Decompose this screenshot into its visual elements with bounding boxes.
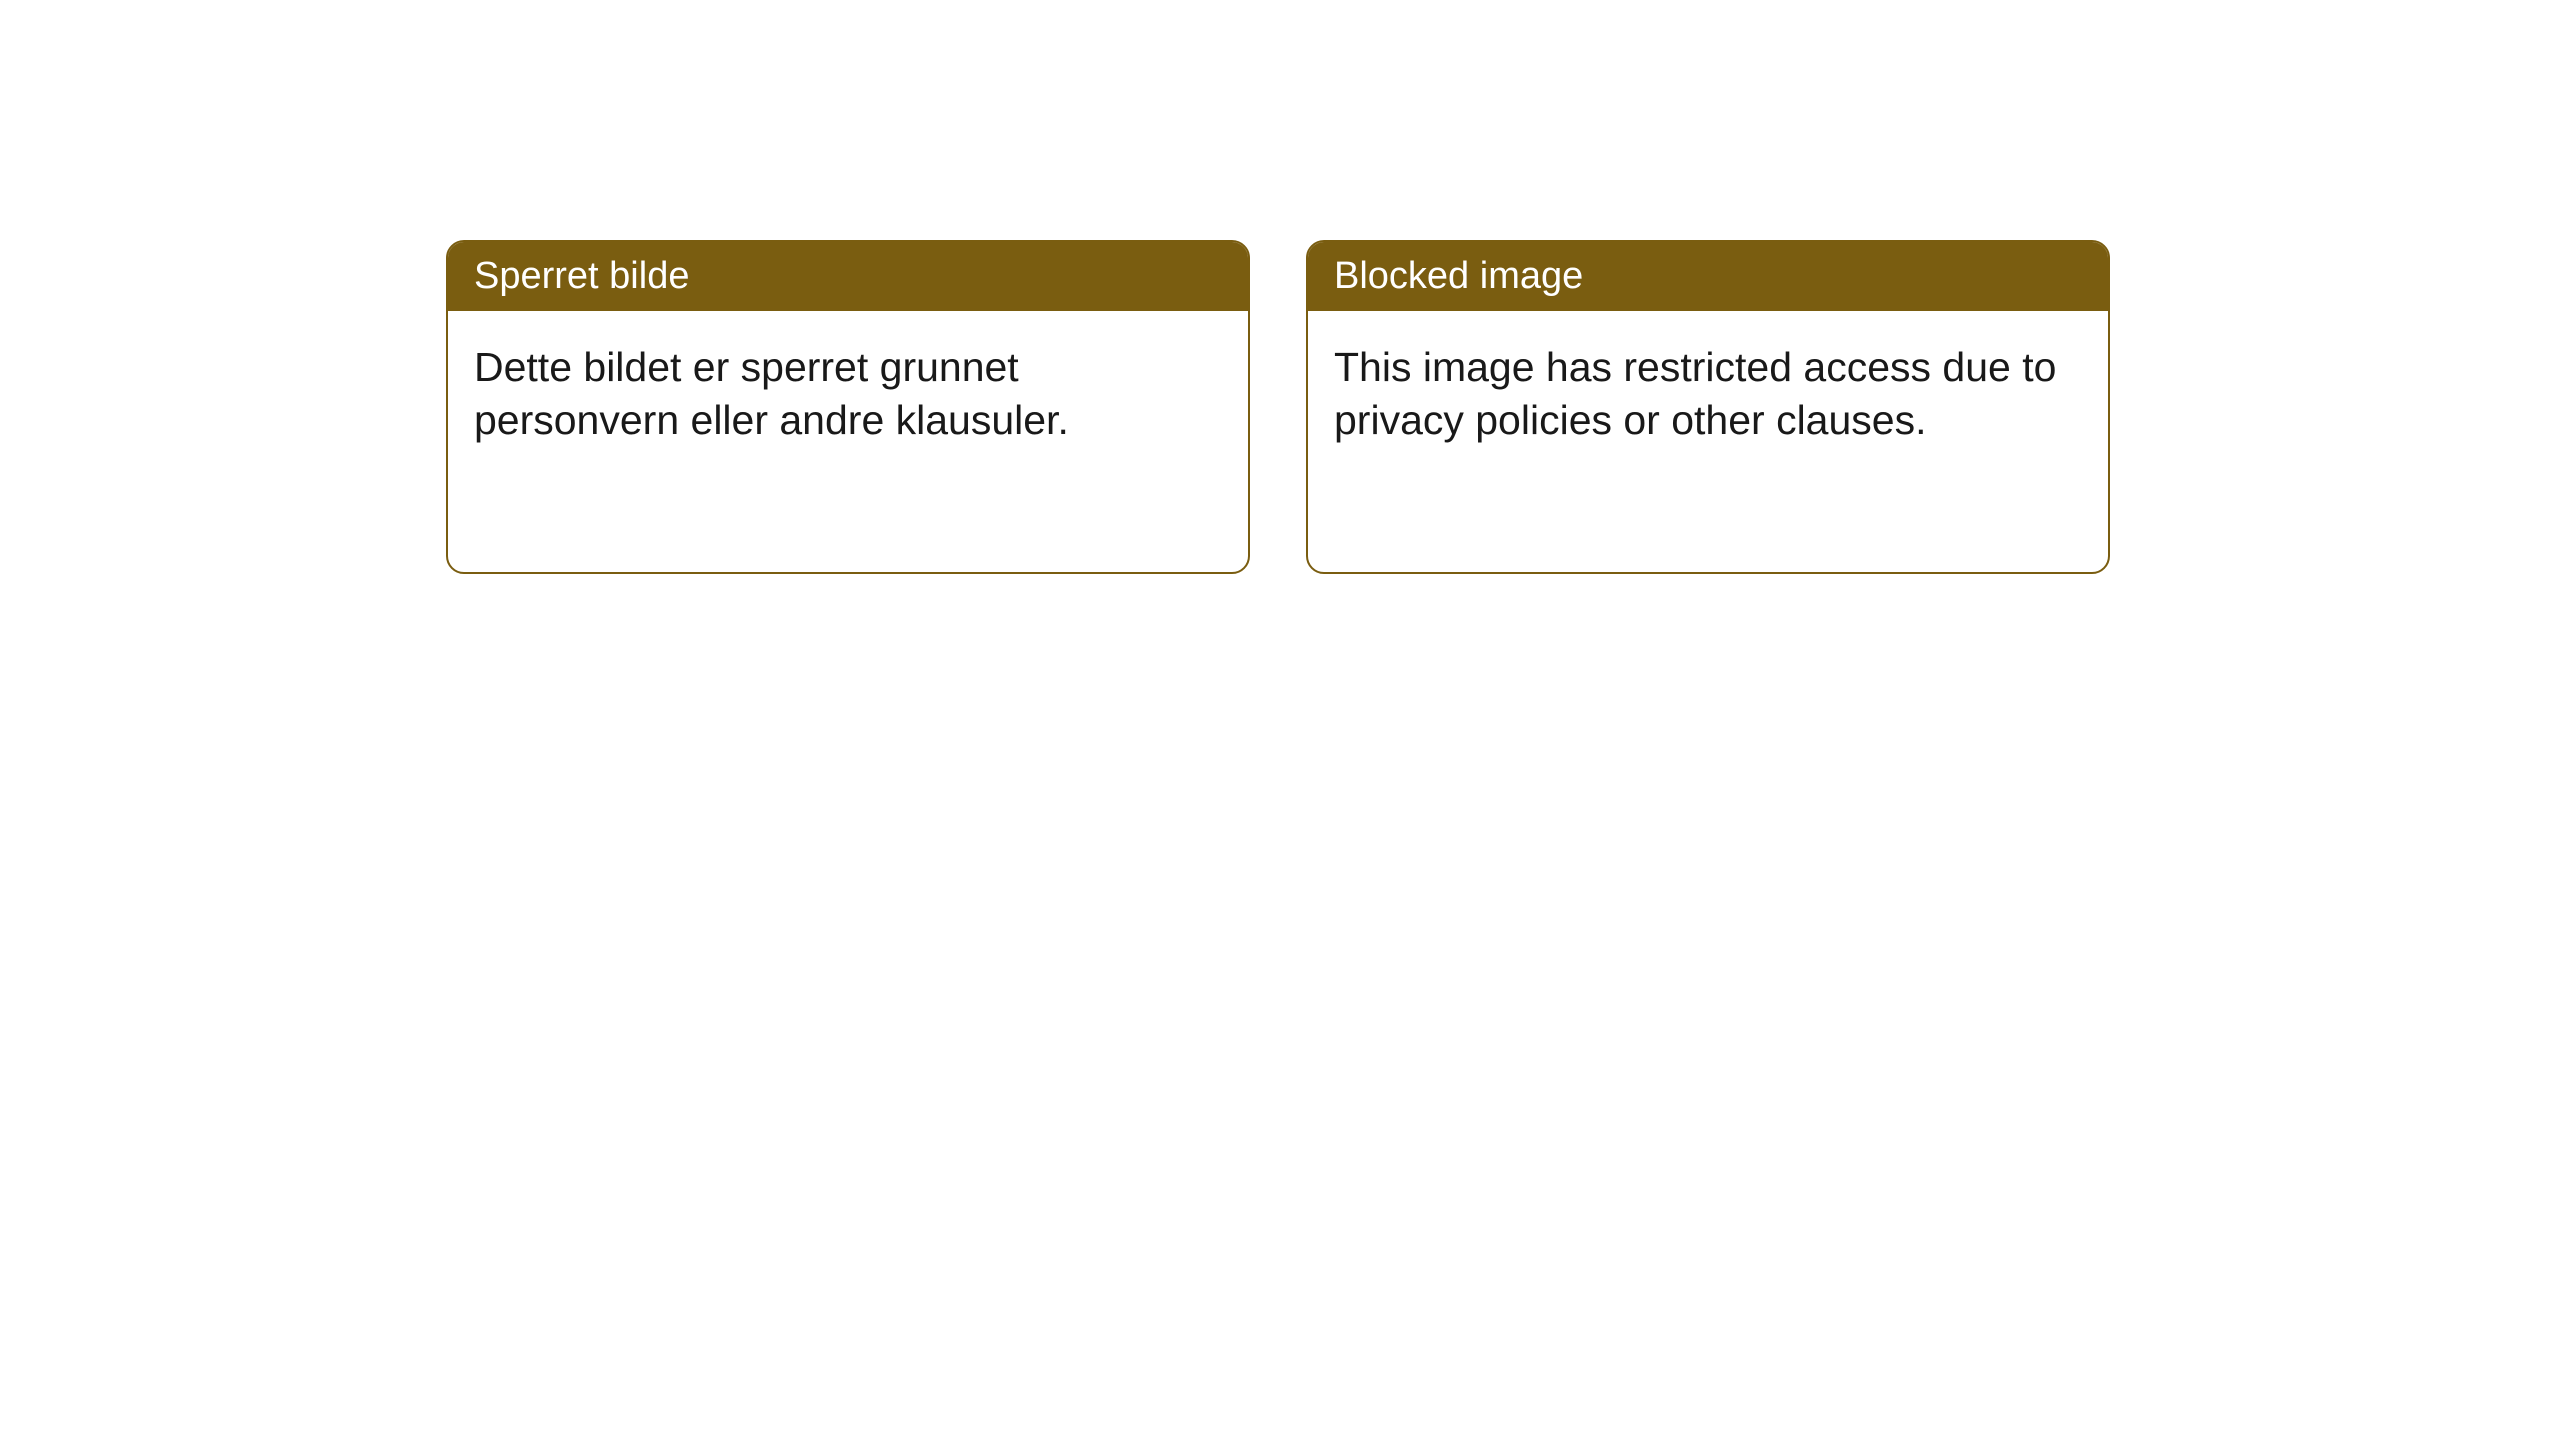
card-body-text: This image has restricted access due to …	[1308, 311, 2108, 476]
notice-container: Sperret bilde Dette bildet er sperret gr…	[446, 240, 2110, 574]
notice-card-norwegian: Sperret bilde Dette bildet er sperret gr…	[446, 240, 1250, 574]
card-body-text: Dette bildet er sperret grunnet personve…	[448, 311, 1248, 476]
notice-card-english: Blocked image This image has restricted …	[1306, 240, 2110, 574]
card-title: Sperret bilde	[448, 242, 1248, 311]
card-title: Blocked image	[1308, 242, 2108, 311]
